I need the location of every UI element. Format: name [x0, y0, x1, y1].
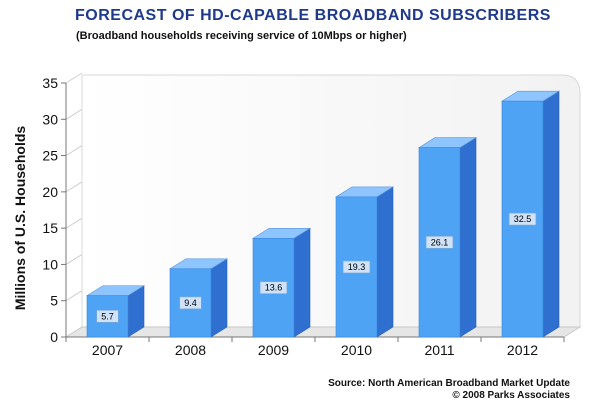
data-label: 26.1 — [431, 237, 449, 247]
x-tick-label: 2008 — [175, 342, 206, 358]
x-tick-label: 2012 — [507, 342, 538, 358]
x-tick-label: 2009 — [258, 342, 289, 358]
data-label-box — [259, 281, 288, 294]
bar: 19.3 — [334, 186, 395, 338]
y-tick-label: 0 — [50, 329, 58, 345]
gridline — [65, 217, 83, 229]
gridline — [65, 72, 83, 84]
copyright-line: © 2008 Parks Associates — [452, 390, 570, 401]
source-note: Source: North American Broadband Market … — [328, 378, 570, 402]
bar: 5.7 — [85, 285, 146, 338]
bar-side — [376, 186, 394, 338]
y-tick-label: 10 — [42, 256, 58, 272]
data-label: 5.7 — [101, 311, 114, 321]
bar-side — [542, 90, 560, 338]
y-tick-label: 30 — [42, 111, 58, 127]
x-tick-label: 2010 — [341, 342, 372, 358]
y-tick-label: 25 — [42, 148, 58, 164]
data-label: 32.5 — [514, 214, 532, 224]
x-tick-label: 2007 — [92, 342, 123, 358]
bar: 26.1 — [417, 137, 478, 338]
data-label: 9.4 — [184, 298, 197, 308]
chart-subtitle: (Broadband households receiving service … — [76, 30, 407, 42]
y-tick-label: 20 — [42, 184, 58, 200]
y-tick-label: 5 — [50, 293, 58, 309]
source-line: Source: North American Broadband Market … — [328, 378, 570, 389]
gridline — [65, 254, 83, 265]
gridline — [65, 290, 83, 302]
data-label: 13.6 — [265, 283, 283, 293]
bar-side — [210, 258, 228, 338]
y-tick-label: 15 — [42, 220, 58, 236]
bar: 9.4 — [168, 258, 229, 338]
chart-title: FORECAST OF HD-CAPABLE BROADBAND SUBSCRI… — [75, 7, 551, 24]
x-tick-label: 2011 — [424, 342, 454, 358]
data-label-box — [96, 310, 119, 323]
bar-side — [459, 137, 477, 338]
data-label-box — [508, 212, 537, 226]
data-label-box — [179, 296, 202, 310]
data-label: 19.3 — [348, 262, 366, 272]
data-label-box — [342, 260, 371, 274]
y-axis-label: Millions of U.S. Households — [12, 126, 28, 311]
gridline — [65, 108, 83, 120]
bar-side — [293, 227, 311, 338]
data-label-box — [425, 235, 454, 249]
gridline — [65, 145, 83, 156]
gridline — [65, 181, 83, 193]
bar: 32.5 — [500, 90, 561, 338]
y-tick-label: 35 — [42, 75, 58, 91]
bar: 13.6 — [251, 227, 312, 338]
